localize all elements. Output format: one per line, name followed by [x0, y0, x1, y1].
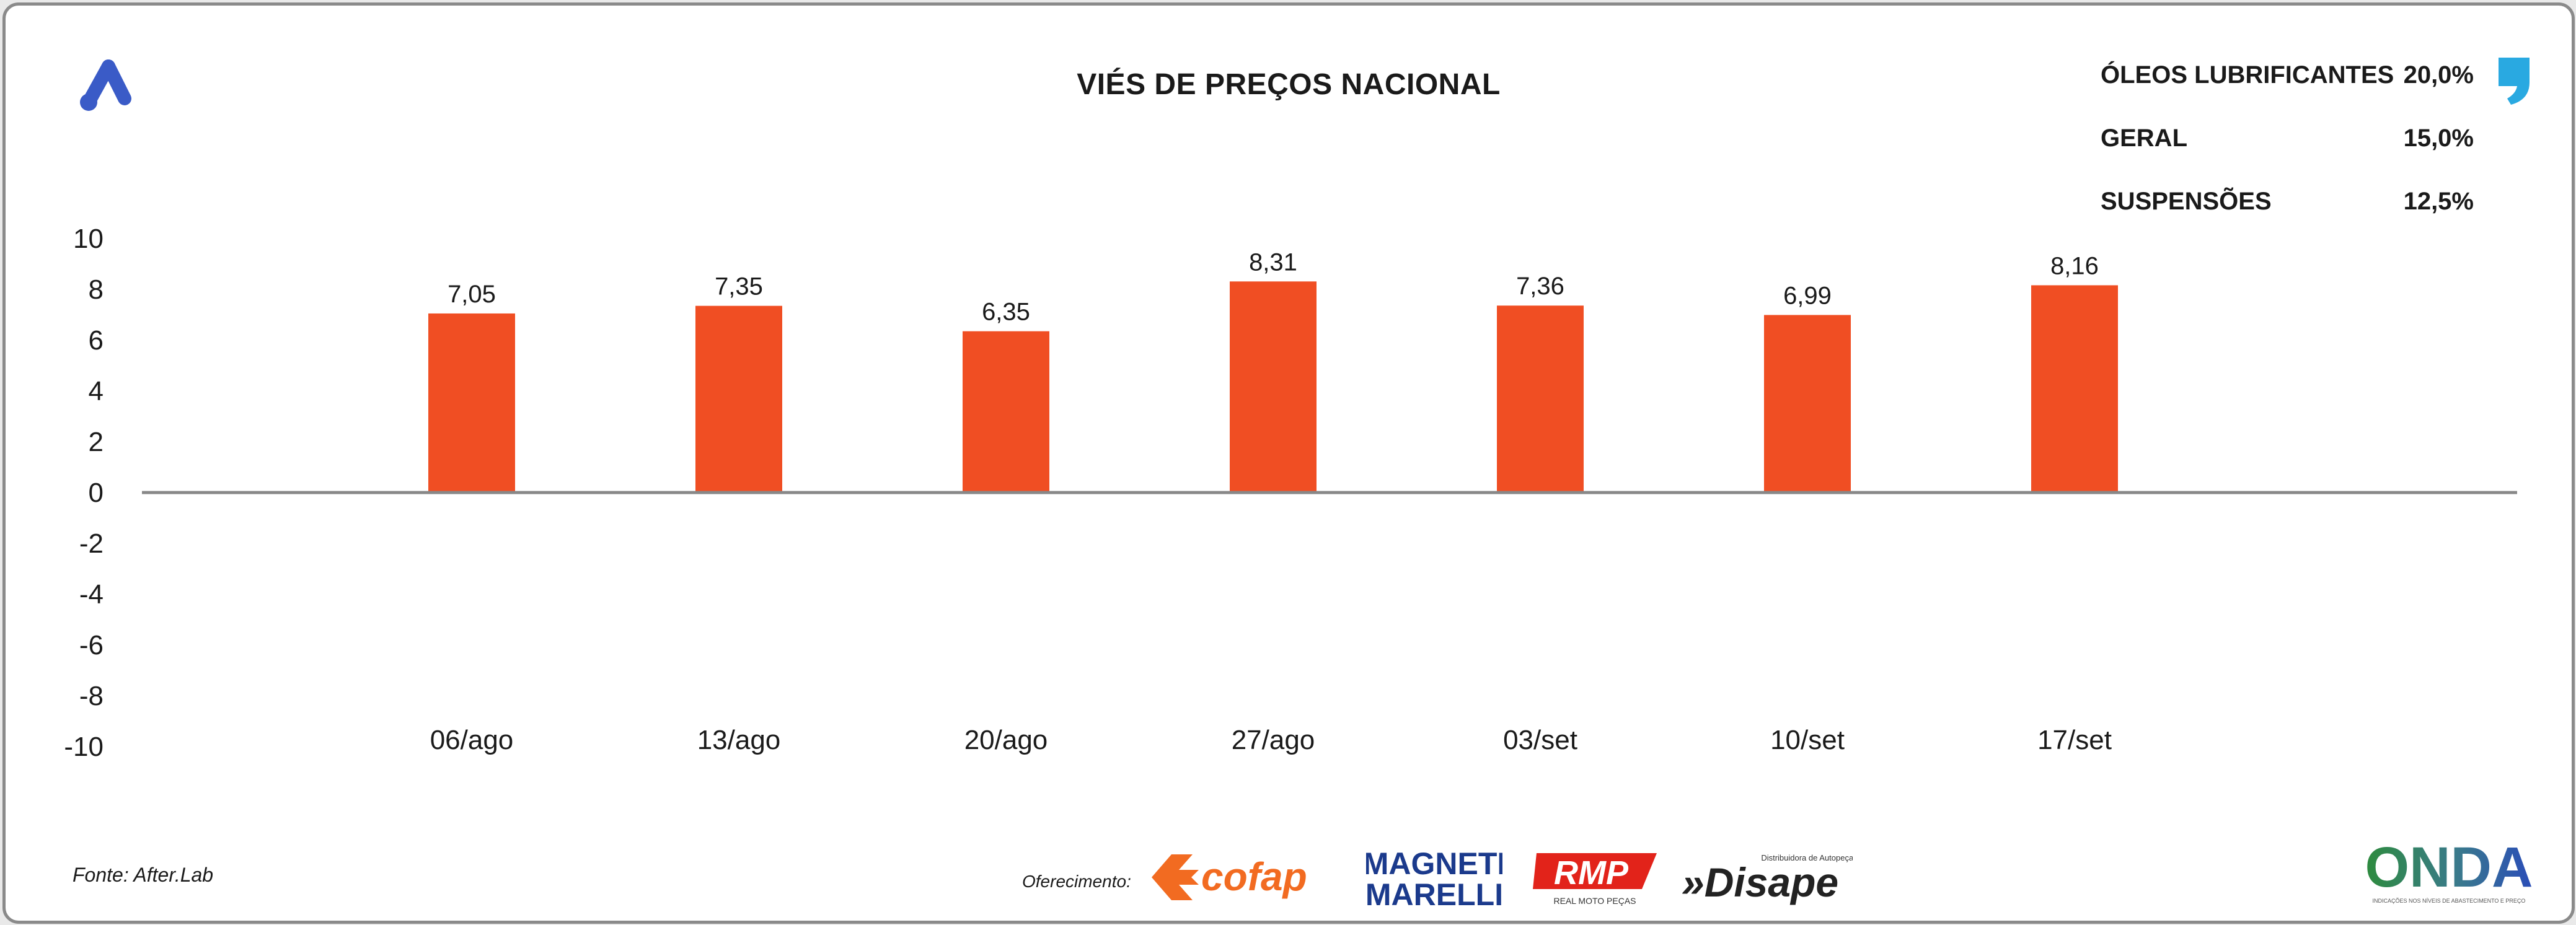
onda-logo: ONDA INDICAÇÕES NOS NÍVEIS DE ABASTECIME… [2365, 836, 2533, 904]
x-tick-label: 03/set [1503, 725, 1577, 755]
x-tick-label: 20/ago [964, 725, 1048, 755]
magneti-text: MAGNETI [1366, 846, 1502, 881]
rmp-logo: RMP REAL MOTO PEÇAS [1533, 853, 1657, 906]
ranking-value: 12,5% [2403, 188, 2474, 215]
ranking-label: SUSPENSÕES [2101, 188, 2272, 215]
y-tick-label: 8 [89, 274, 104, 305]
x-tick-label: 06/ago [430, 725, 514, 755]
disape-subtitle: Distribuidora de Autopeças [1761, 853, 1853, 862]
sponsor-label: Oferecimento: [1022, 872, 1131, 891]
ranking-value: 15,0% [2403, 125, 2474, 152]
chart-title: VIÉS DE PREÇOS NACIONAL [1077, 68, 1501, 101]
data-label: 6,99 [1783, 282, 1832, 309]
x-tick-label: 10/set [1770, 725, 1845, 755]
y-tick-label: 6 [89, 325, 104, 356]
rmp-subtitle: REAL MOTO PEÇAS [1553, 896, 1636, 906]
ranking-label: ÓLEOS LUBRIFICANTES [2101, 61, 2394, 89]
y-tick-label: -6 [79, 630, 104, 660]
ranking-list: ÓLEOS LUBRIFICANTES 20,0% GERAL 15,0% SU… [2101, 61, 2497, 251]
marelli-text: MARELLI [1366, 877, 1502, 911]
y-tick-label: -10 [64, 732, 104, 762]
cofap-logo: cofap [1152, 854, 1307, 900]
data-label: 8,16 [2050, 252, 2099, 279]
cofap-text: cofap [1201, 854, 1307, 899]
data-label: 7,05 [448, 281, 496, 308]
x-tick-label: 17/set [2037, 725, 2112, 755]
bar [2031, 285, 2118, 493]
ranking-row: ÓLEOS LUBRIFICANTES 20,0% [2101, 61, 2497, 125]
data-label: 7,36 [1516, 273, 1564, 300]
quote-icon [2499, 58, 2530, 105]
ranking-row: SUSPENSÕES 12,5% [2101, 188, 2497, 251]
onda-text: ONDA [2365, 836, 2533, 899]
x-tick-label: 13/ago [697, 725, 781, 755]
onda-subtitle: INDICAÇÕES NOS NÍVEIS DE ABASTECIMENTO E… [2373, 898, 2526, 904]
y-tick-label: 4 [89, 376, 104, 406]
y-tick-label: -2 [79, 528, 104, 559]
bar [963, 331, 1049, 493]
bar [1497, 305, 1584, 493]
y-tick-label: 10 [73, 224, 104, 254]
bar [695, 305, 782, 493]
data-label: 7,35 [715, 273, 763, 300]
bar [1230, 281, 1317, 493]
y-tick-label: 0 [89, 478, 104, 508]
ranking-row: GERAL 15,0% [2101, 125, 2497, 188]
x-tick-label: 27/ago [1232, 725, 1315, 755]
data-label: 8,31 [1249, 248, 1297, 276]
magneti-marelli-logo: MAGNETI MARELLI [1366, 846, 1502, 911]
disape-text: »Disape [1682, 859, 1838, 905]
afterlab-logo-icon [80, 59, 131, 111]
data-label: 6,35 [982, 299, 1030, 326]
bar [1764, 315, 1851, 493]
y-tick-label: -8 [79, 681, 104, 711]
disape-logo: Distribuidora de Autopeças »Disape [1682, 853, 1853, 905]
ranking-label: GERAL [2101, 125, 2187, 152]
y-tick-label: -4 [79, 579, 104, 610]
source-note: Fonte: After.Lab [73, 864, 214, 886]
y-tick-label: 2 [89, 427, 104, 457]
bar [428, 313, 515, 493]
ranking-value: 20,0% [2403, 61, 2474, 89]
rmp-text: RMP [1554, 854, 1629, 892]
bar-chart: 10 8 6 4 2 0 -2 -4 -6 -8 -10 7,05 06/ago 7,35 13/ago 6,… [64, 224, 2517, 762]
